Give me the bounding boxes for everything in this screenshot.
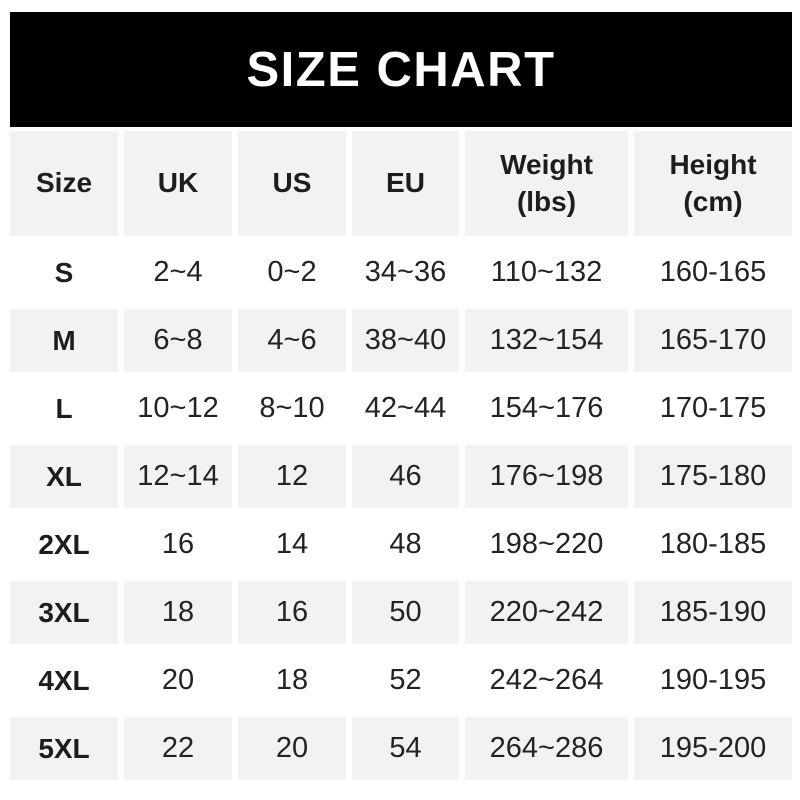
table-cell: 38~40 bbox=[352, 309, 459, 372]
table-row-5xl: 5XL 22 20 54 264~286 195-200 bbox=[10, 717, 792, 780]
table-cell: 20 bbox=[238, 717, 346, 780]
table-cell: 170-175 bbox=[634, 377, 792, 440]
table-cell: 264~286 bbox=[465, 717, 628, 780]
row-label: 4XL bbox=[10, 649, 118, 712]
table-cell: 14 bbox=[238, 513, 346, 576]
header-cell-height: Height (cm) bbox=[634, 131, 792, 236]
table-cell: 165-170 bbox=[634, 309, 792, 372]
table-row-4xl: 4XL 20 18 52 242~264 190-195 bbox=[10, 649, 792, 712]
table-cell: 54 bbox=[352, 717, 459, 780]
table-cell: 12 bbox=[238, 445, 346, 508]
table-cell: 220~242 bbox=[465, 581, 628, 644]
table-cell: 20 bbox=[124, 649, 232, 712]
table-cell: 52 bbox=[352, 649, 459, 712]
table-cell: 4~6 bbox=[238, 309, 346, 372]
table-cell: 42~44 bbox=[352, 377, 459, 440]
row-label: L bbox=[10, 377, 118, 440]
table-cell: 8~10 bbox=[238, 377, 346, 440]
table-cell: 132~154 bbox=[465, 309, 628, 372]
table-cell: 242~264 bbox=[465, 649, 628, 712]
table-cell: 46 bbox=[352, 445, 459, 508]
table-cell: 22 bbox=[124, 717, 232, 780]
header-cell-eu: EU bbox=[352, 131, 459, 236]
table-cell: 48 bbox=[352, 513, 459, 576]
table-cell: 18 bbox=[238, 649, 346, 712]
table-row-m: M 6~8 4~6 38~40 132~154 165-170 bbox=[10, 309, 792, 372]
table-cell: 0~2 bbox=[238, 241, 346, 304]
table-row-xl: XL 12~14 12 46 176~198 175-180 bbox=[10, 445, 792, 508]
table-cell: 195-200 bbox=[634, 717, 792, 780]
header-cell-us: US bbox=[238, 131, 346, 236]
size-chart-banner: SIZE CHART bbox=[10, 12, 792, 127]
table-cell: 110~132 bbox=[465, 241, 628, 304]
header-cell-size: Size bbox=[10, 131, 118, 236]
table-cell: 34~36 bbox=[352, 241, 459, 304]
page-title: SIZE CHART bbox=[246, 42, 556, 97]
row-label: 3XL bbox=[10, 581, 118, 644]
table-cell: 16 bbox=[238, 581, 346, 644]
table-cell: 175-180 bbox=[634, 445, 792, 508]
table-cell: 18 bbox=[124, 581, 232, 644]
table-cell: 190-195 bbox=[634, 649, 792, 712]
table-cell: 160-165 bbox=[634, 241, 792, 304]
table-header-row: Size UK US EU Weight (lbs) Height (cm) bbox=[10, 131, 792, 236]
row-label: S bbox=[10, 241, 118, 304]
table-cell: 176~198 bbox=[465, 445, 628, 508]
table-cell: 154~176 bbox=[465, 377, 628, 440]
row-label: M bbox=[10, 309, 118, 372]
table-cell: 12~14 bbox=[124, 445, 232, 508]
table-cell: 2~4 bbox=[124, 241, 232, 304]
table-row-s: S 2~4 0~2 34~36 110~132 160-165 bbox=[10, 241, 792, 304]
table-row-3xl: 3XL 18 16 50 220~242 185-190 bbox=[10, 581, 792, 644]
header-cell-uk: UK bbox=[124, 131, 232, 236]
table-row-l: L 10~12 8~10 42~44 154~176 170-175 bbox=[10, 377, 792, 440]
row-label: 5XL bbox=[10, 717, 118, 780]
table-cell: 185-190 bbox=[634, 581, 792, 644]
table-row-2xl: 2XL 16 14 48 198~220 180-185 bbox=[10, 513, 792, 576]
table-cell: 16 bbox=[124, 513, 232, 576]
table-cell: 10~12 bbox=[124, 377, 232, 440]
row-label: XL bbox=[10, 445, 118, 508]
table-cell: 6~8 bbox=[124, 309, 232, 372]
table-cell: 50 bbox=[352, 581, 459, 644]
size-chart-page: SIZE CHART Size UK US EU Weight (lbs) He… bbox=[10, 12, 792, 780]
table-cell: 180-185 bbox=[634, 513, 792, 576]
header-cell-weight: Weight (lbs) bbox=[465, 131, 628, 236]
table-cell: 198~220 bbox=[465, 513, 628, 576]
row-label: 2XL bbox=[10, 513, 118, 576]
